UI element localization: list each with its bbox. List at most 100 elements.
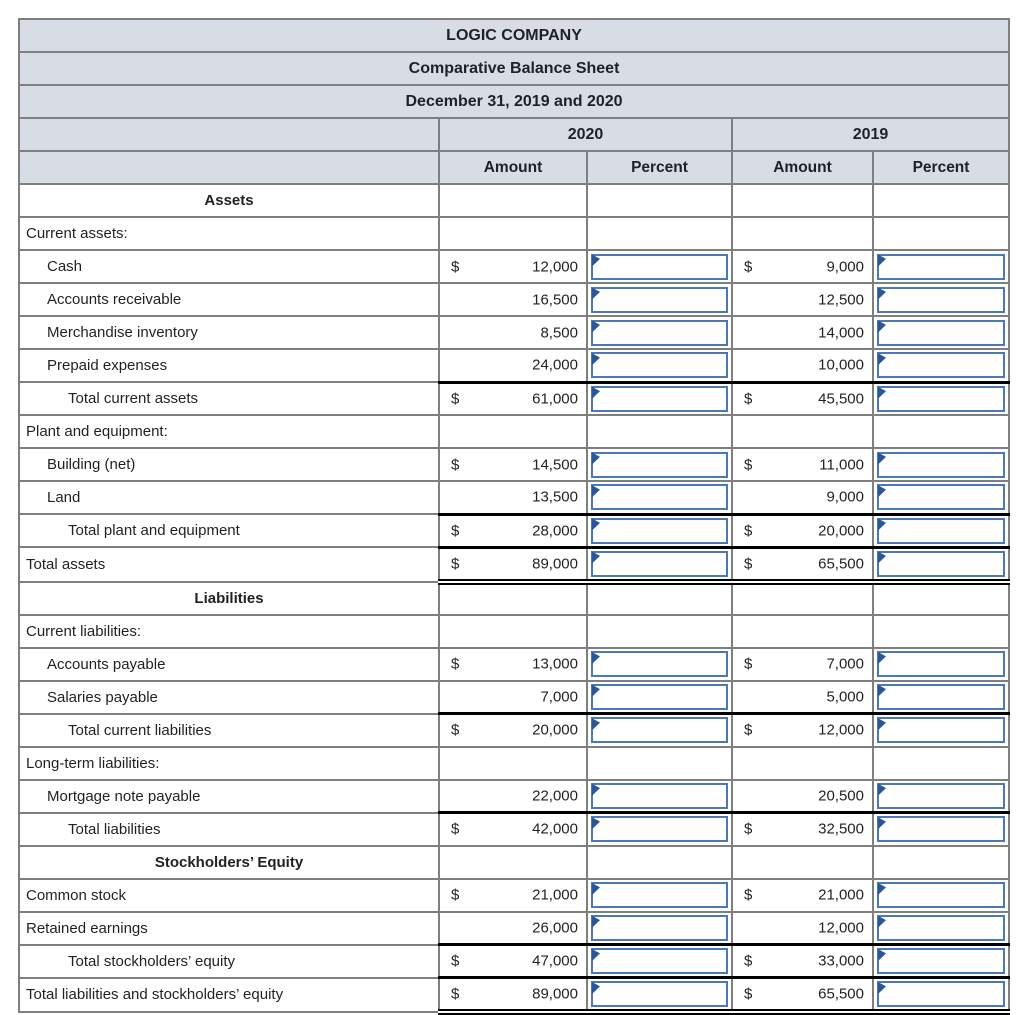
balance-sheet-table: LOGIC COMPANY Comparative Balance Sheet … xyxy=(17,18,1011,1015)
amount-cell-2019 xyxy=(731,580,874,616)
balance-sheet-body: Assets Current assets: Cash $12,000 $9,000 Ac… xyxy=(18,183,1011,1015)
answer-marker-icon xyxy=(878,287,886,300)
percent-input-2020[interactable] xyxy=(591,914,728,941)
currency-symbol: $ xyxy=(744,952,753,970)
table-row: Accounts payable $13,000 $7,000 xyxy=(18,646,1011,682)
percent-input-2020[interactable] xyxy=(591,517,728,544)
percent-cell-2019 xyxy=(871,976,1011,1015)
percent-input-2020[interactable] xyxy=(591,816,728,843)
percent-cell-2020 xyxy=(586,943,733,979)
percent-input-2019[interactable] xyxy=(877,651,1006,677)
percent-input-2019[interactable] xyxy=(877,484,1006,511)
amount-value: 89,000 xyxy=(532,985,578,1003)
percent-input-2019[interactable] xyxy=(877,981,1006,1007)
table-row: Salaries payable 7,000 5,000 xyxy=(18,679,1011,715)
percent-input-2019[interactable] xyxy=(877,517,1006,544)
amount-cell-2020: $89,000 xyxy=(438,976,588,1015)
amount-value: 14,000 xyxy=(818,324,864,341)
percent-input-2019[interactable] xyxy=(877,717,1006,744)
percent-input-2019[interactable] xyxy=(877,683,1006,710)
amount-cell-2019: $11,000 xyxy=(731,447,874,482)
amount-cell-2019 xyxy=(731,414,874,449)
amount-value: 26,000 xyxy=(532,919,578,937)
col-header-percent-2020: Percent xyxy=(586,150,733,185)
row-label: Accounts payable xyxy=(18,646,440,682)
amount-cell-2020: $89,000 xyxy=(438,545,588,585)
percent-input-2020[interactable] xyxy=(591,319,728,346)
percent-input-2020[interactable] xyxy=(591,882,728,908)
row-label: Prepaid expenses xyxy=(18,348,440,383)
percent-input-2019[interactable] xyxy=(877,253,1006,280)
amount-cell-2019: $20,000 xyxy=(731,512,874,548)
answer-marker-icon xyxy=(592,718,600,731)
section-heading: Stockholders’ Equity xyxy=(18,844,440,880)
percent-input-2020[interactable] xyxy=(591,352,728,379)
percent-input-2019[interactable] xyxy=(877,286,1006,313)
percent-input-2019[interactable] xyxy=(877,948,1006,974)
percent-input-2019[interactable] xyxy=(877,816,1006,843)
percent-input-2019[interactable] xyxy=(877,550,1006,577)
percent-cell-2019 xyxy=(871,545,1011,585)
percent-input-2020[interactable] xyxy=(591,782,728,809)
amount-cell-2020 xyxy=(438,216,588,251)
answer-marker-icon xyxy=(592,817,600,830)
row-label: Total stockholders’ equity xyxy=(18,943,440,979)
amount-cell-2019: $32,500 xyxy=(731,811,874,847)
percent-input-2019[interactable] xyxy=(877,914,1006,941)
percent-cell-2019 xyxy=(871,216,1011,251)
row-label: Retained earnings xyxy=(18,910,440,946)
amount-cell-2019: 9,000 xyxy=(731,480,874,515)
row-label: Total liabilities xyxy=(18,811,440,847)
percent-input-2020[interactable] xyxy=(591,981,728,1007)
currency-symbol: $ xyxy=(451,886,460,904)
amount-cell-2019: $12,000 xyxy=(731,712,874,748)
answer-marker-icon xyxy=(592,652,600,664)
amount-value: 89,000 xyxy=(532,555,578,572)
answer-marker-icon xyxy=(878,652,886,664)
row-label: Current assets: xyxy=(18,216,440,251)
percent-input-2020[interactable] xyxy=(591,683,728,710)
percent-input-2019[interactable] xyxy=(877,319,1006,346)
percent-input-2020[interactable] xyxy=(591,484,728,511)
percent-input-2020[interactable] xyxy=(591,286,728,313)
percent-input-2019[interactable] xyxy=(877,782,1006,809)
percent-cell-2019 xyxy=(871,414,1011,449)
percent-input-2020[interactable] xyxy=(591,717,728,744)
answer-marker-icon xyxy=(878,254,886,267)
table-row: Total liabilities $42,000 $32,500 xyxy=(18,811,1011,847)
table-row: Plant and equipment: xyxy=(18,414,1011,449)
answer-marker-icon xyxy=(592,982,600,994)
amount-cell-2019 xyxy=(731,183,874,218)
percent-cell-2020 xyxy=(586,512,733,548)
amount-value: 22,000 xyxy=(532,787,578,805)
percent-input-2020[interactable] xyxy=(591,948,728,974)
percent-cell-2020 xyxy=(586,679,733,715)
answer-marker-icon xyxy=(878,386,886,399)
percent-input-2020[interactable] xyxy=(591,451,728,478)
amount-cell-2020: $28,000 xyxy=(438,512,588,548)
row-label: Building (net) xyxy=(18,447,440,482)
percent-input-2019[interactable] xyxy=(877,385,1006,412)
amount-value: 21,000 xyxy=(532,886,578,904)
percent-input-2020[interactable] xyxy=(591,385,728,412)
percent-cell-2019 xyxy=(871,183,1011,218)
amount-cell-2019: 14,000 xyxy=(731,315,874,350)
amount-value: 12,000 xyxy=(818,919,864,937)
amount-cell-2020: $42,000 xyxy=(438,811,588,847)
row-label: Merchandise inventory xyxy=(18,315,440,350)
percent-input-2019[interactable] xyxy=(877,451,1006,478)
answer-marker-icon xyxy=(878,718,886,731)
percent-input-2020[interactable] xyxy=(591,550,728,577)
answer-marker-icon xyxy=(878,320,886,333)
row-label: Plant and equipment: xyxy=(18,414,440,449)
percent-input-2020[interactable] xyxy=(591,651,728,677)
row-label: Salaries payable xyxy=(18,679,440,715)
answer-marker-icon xyxy=(592,783,600,796)
answer-marker-icon xyxy=(878,783,886,796)
percent-input-2019[interactable] xyxy=(877,882,1006,908)
percent-input-2020[interactable] xyxy=(591,253,728,280)
answer-marker-icon xyxy=(878,452,886,465)
percent-input-2019[interactable] xyxy=(877,352,1006,379)
currency-symbol: $ xyxy=(744,985,753,1003)
percent-cell-2020 xyxy=(586,315,733,350)
